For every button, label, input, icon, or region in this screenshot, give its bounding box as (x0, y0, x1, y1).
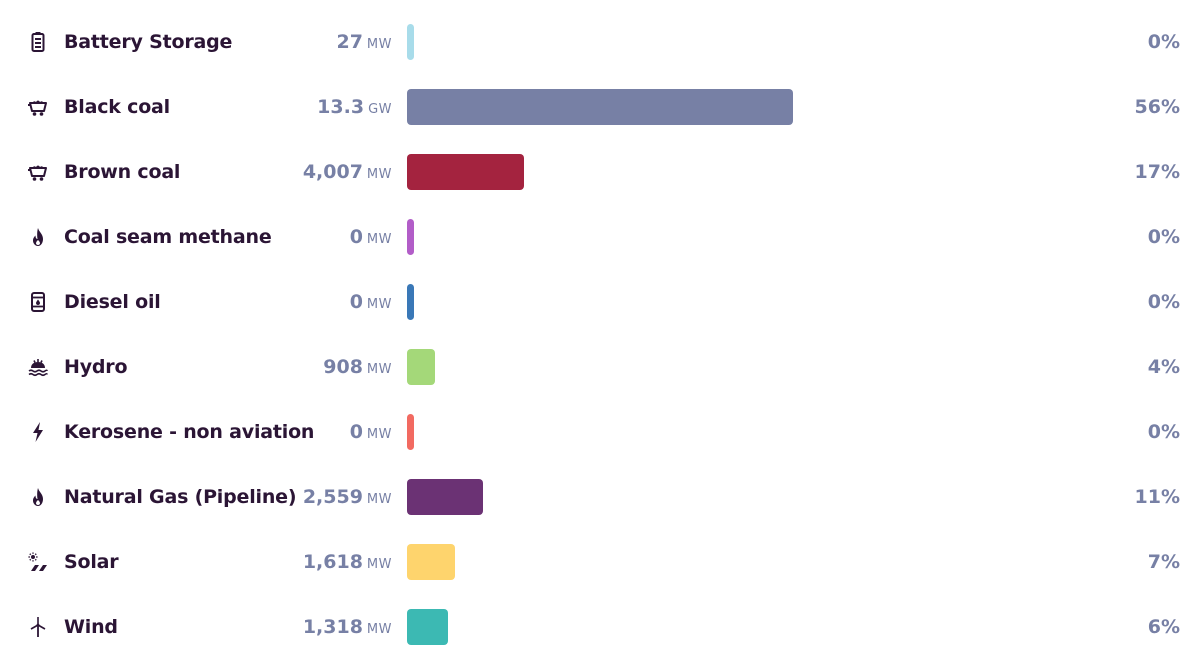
row-value: 4,007 MW (302, 161, 392, 183)
row-name: Wind (64, 616, 118, 638)
share-bar (407, 89, 793, 125)
row-percent: 17% (1134, 161, 1180, 183)
lightning-icon (26, 420, 50, 444)
wind-turbine-icon (26, 615, 50, 639)
row-kerosene-non-aviation: Kerosene - non aviation 0 MW 0% (0, 413, 1200, 451)
battery-icon (26, 30, 50, 54)
row-percent: 0% (1147, 421, 1180, 443)
share-bar (407, 414, 414, 450)
row-value: 0 MW (349, 226, 392, 248)
share-bar (407, 544, 456, 580)
row-percent: 56% (1134, 96, 1180, 118)
row-battery-storage: Battery Storage 27 MW 0% (0, 23, 1200, 61)
oil-barrel-icon (26, 290, 50, 314)
coal-cart-icon (26, 160, 50, 184)
share-bar (407, 284, 414, 320)
row-name: Coal seam methane (64, 226, 272, 248)
row-name: Kerosene - non aviation (64, 421, 315, 443)
row-brown-coal: Brown coal 4,007 MW 17% (0, 153, 1200, 191)
share-bar (407, 349, 435, 385)
row-coal-seam-methane: Coal seam methane 0 MW 0% (0, 218, 1200, 256)
row-name: Battery Storage (64, 31, 233, 53)
row-percent: 4% (1147, 356, 1180, 378)
flame-icon (26, 485, 50, 509)
row-solar: Solar 1,618 MW 7% (0, 543, 1200, 581)
row-name: Brown coal (64, 161, 181, 183)
row-value: 1,318 MW (302, 616, 392, 638)
row-value: 908 MW (323, 356, 392, 378)
row-percent: 7% (1147, 551, 1180, 573)
row-name: Black coal (64, 96, 170, 118)
share-bar (407, 154, 525, 190)
row-diesel-oil: Diesel oil 0 MW 0% (0, 283, 1200, 321)
row-percent: 0% (1147, 291, 1180, 313)
flame-icon (26, 225, 50, 249)
row-value: 13.3 GW (317, 96, 392, 118)
row-value: 2,559 MW (302, 486, 392, 508)
row-natural-gas-pipeline: Natural Gas (Pipeline) 2,559 MW 11% (0, 478, 1200, 516)
row-value: 27 MW (336, 31, 392, 53)
hydro-icon (26, 355, 50, 379)
coal-cart-icon (26, 95, 50, 119)
row-percent: 11% (1134, 486, 1180, 508)
solar-icon (26, 550, 50, 574)
row-name: Solar (64, 551, 119, 573)
row-percent: 6% (1147, 616, 1180, 638)
row-hydro: Hydro 908 MW 4% (0, 348, 1200, 386)
row-name: Natural Gas (Pipeline) (64, 486, 297, 508)
row-wind: Wind 1,318 MW 6% (0, 608, 1200, 646)
row-value: 1,618 MW (302, 551, 392, 573)
row-name: Diesel oil (64, 291, 161, 313)
share-bar (407, 479, 483, 515)
row-percent: 0% (1147, 31, 1180, 53)
share-bar (407, 24, 414, 60)
share-bar (407, 219, 414, 255)
row-name: Hydro (64, 356, 128, 378)
row-value: 0 MW (349, 421, 392, 443)
share-bar (407, 609, 449, 645)
row-black-coal: Black coal 13.3 GW 56% (0, 88, 1200, 126)
row-value: 0 MW (349, 291, 392, 313)
row-percent: 0% (1147, 226, 1180, 248)
